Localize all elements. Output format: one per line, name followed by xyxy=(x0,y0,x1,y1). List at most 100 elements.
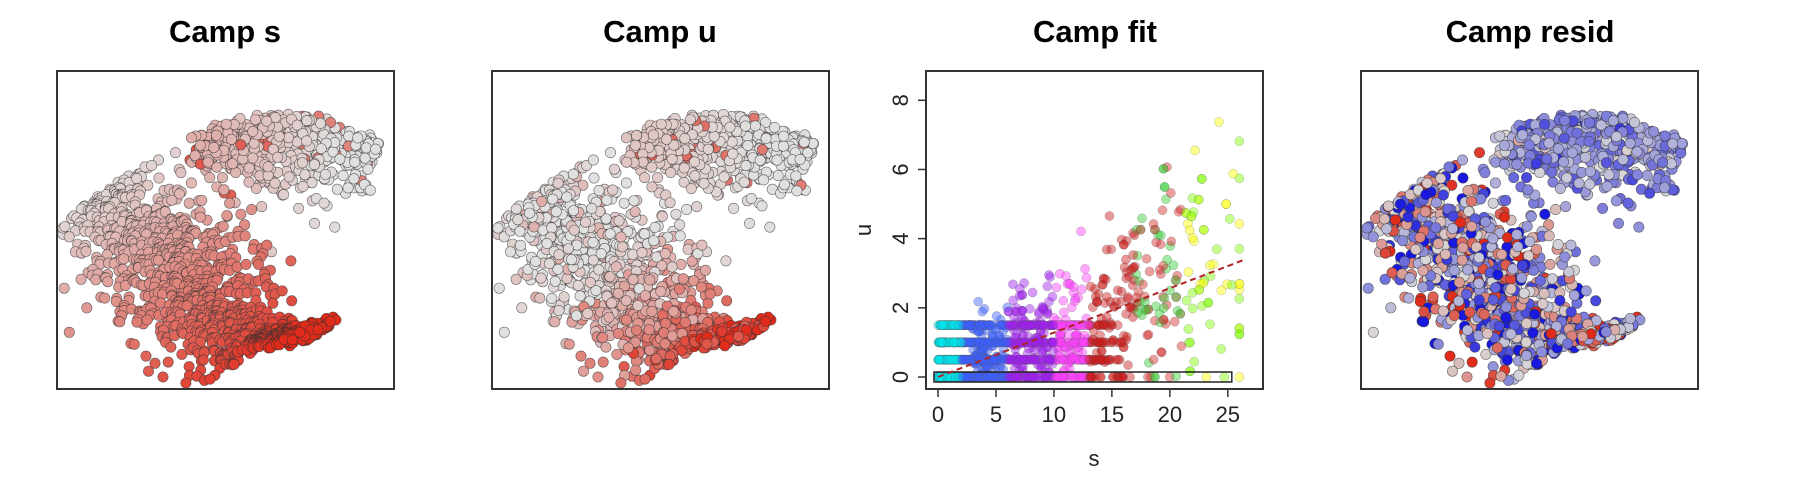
cell-point xyxy=(639,373,651,385)
cell-point xyxy=(185,132,197,144)
scatter-point xyxy=(1184,225,1195,236)
cell-point xyxy=(699,264,711,276)
cell-point xyxy=(218,184,230,196)
scatter-point xyxy=(1086,372,1097,382)
cell-point xyxy=(639,290,651,302)
cell-point xyxy=(681,204,693,216)
scatter-point xyxy=(1187,303,1198,314)
cell-point xyxy=(312,324,324,336)
cell-point xyxy=(666,330,678,342)
cell-point xyxy=(175,167,187,179)
cell-point xyxy=(655,118,667,130)
cell-point xyxy=(561,272,573,284)
cell-point xyxy=(660,317,672,329)
scatter-point xyxy=(1216,285,1227,296)
scatter-point xyxy=(1144,266,1155,277)
cell-point xyxy=(616,241,628,253)
scatter-point xyxy=(1216,344,1226,354)
cell-point xyxy=(701,338,713,350)
points-layer xyxy=(933,117,1245,383)
cell-point xyxy=(650,353,662,365)
cell-point xyxy=(561,191,573,203)
scatter-point xyxy=(1137,213,1147,224)
scatter-point xyxy=(1162,254,1172,265)
cell-point xyxy=(768,121,780,133)
scatter-point xyxy=(1176,341,1187,352)
cell-point xyxy=(651,172,663,184)
cell-point xyxy=(114,316,126,328)
cell-point xyxy=(756,200,768,212)
cell-point xyxy=(739,120,751,132)
cell-point xyxy=(523,207,535,219)
cell-point xyxy=(620,314,632,326)
cell-point xyxy=(668,305,680,317)
cell-point xyxy=(514,239,526,251)
scatter-point xyxy=(1142,330,1153,341)
cell-point xyxy=(512,214,524,226)
scatter-point xyxy=(1047,291,1058,302)
cell-point xyxy=(63,326,75,338)
scatter-point xyxy=(1203,297,1214,308)
cell-point xyxy=(562,243,574,255)
cell-point xyxy=(568,224,580,236)
cell-point xyxy=(553,249,565,261)
cell-point xyxy=(278,189,290,201)
scatter-point xyxy=(1059,307,1069,318)
cell-point xyxy=(530,255,542,267)
cell-point xyxy=(620,177,632,189)
scatter-point xyxy=(1092,296,1102,307)
scatter-point xyxy=(1234,218,1245,229)
scatter-point xyxy=(1067,372,1078,382)
cell-point xyxy=(612,328,624,340)
cell-point xyxy=(141,314,153,326)
cell-point xyxy=(492,222,504,234)
cell-point xyxy=(610,261,622,273)
cell-point xyxy=(224,197,236,209)
cell-point xyxy=(286,295,298,307)
cell-point xyxy=(202,156,214,168)
cell-point xyxy=(643,324,655,336)
cell-point xyxy=(644,274,656,286)
cell-point xyxy=(649,221,661,233)
scatter-point xyxy=(1150,372,1160,382)
scatter-point xyxy=(1128,262,1139,273)
scatter-point xyxy=(1123,293,1133,304)
cell-point xyxy=(75,273,87,285)
cell-point xyxy=(685,183,697,195)
scatter-point xyxy=(1228,168,1238,179)
cell-point xyxy=(764,221,776,233)
scatter-point xyxy=(1104,211,1115,221)
cell-point xyxy=(247,152,259,164)
cell-point xyxy=(595,248,607,260)
cell-point xyxy=(627,248,639,260)
cell-point xyxy=(791,185,803,197)
cell-point xyxy=(587,154,599,166)
cell-point xyxy=(665,167,677,179)
scatter-point xyxy=(1002,337,1012,348)
cell-point xyxy=(738,176,750,188)
cell-point xyxy=(756,144,768,156)
cell-point xyxy=(632,299,644,311)
scatter-point xyxy=(1027,320,1037,330)
scatter-point xyxy=(1084,354,1094,365)
panel-title: Camp fit xyxy=(1033,14,1157,49)
cell-point xyxy=(308,159,320,171)
cell-point xyxy=(293,202,305,214)
cell-point xyxy=(282,132,294,144)
scatter-point xyxy=(1214,117,1224,127)
scatter-point xyxy=(1112,285,1123,296)
cell-point xyxy=(674,219,686,231)
cell-point xyxy=(243,162,255,174)
scatter-point xyxy=(1038,304,1048,314)
scatter-point xyxy=(1027,287,1038,298)
scatter-point xyxy=(1096,346,1107,356)
cell-point xyxy=(131,173,143,185)
cell-point xyxy=(329,221,341,233)
cell-point xyxy=(695,281,707,293)
cell-point xyxy=(603,311,615,323)
cell-point xyxy=(659,338,671,350)
cell-point xyxy=(577,365,589,377)
scatter-point xyxy=(1080,264,1090,274)
cell-point xyxy=(146,160,158,172)
cell-point xyxy=(584,276,596,288)
